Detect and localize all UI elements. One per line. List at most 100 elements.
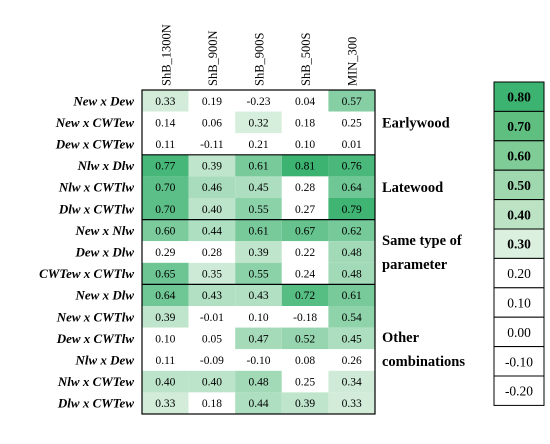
cell-value: 0.06: [202, 117, 222, 129]
heatmap-cell: [235, 349, 282, 371]
column-label: ShB_900S: [253, 32, 267, 86]
cell-value: 0.48: [248, 377, 268, 389]
heatmap-cell: [142, 176, 189, 198]
cell-value: 0.64: [155, 290, 175, 302]
heatmap-cell: [281, 349, 329, 371]
scale-swatch: [493, 257, 545, 289]
heatmap-cell: [142, 133, 189, 155]
heatmap-cell: [281, 219, 329, 242]
heatmap-cell: [142, 284, 189, 306]
cell-value: 0.61: [248, 161, 268, 173]
cell-value: 0.34: [342, 377, 362, 389]
cell-value: 0.43: [248, 290, 268, 302]
cell-value: 0.79: [342, 204, 362, 216]
cell-value: 0.25: [342, 117, 362, 129]
heatmap-cell: [235, 111, 282, 134]
heatmap-cell: [281, 262, 329, 285]
heatmap-cell: [235, 327, 282, 350]
heatmap-cell: [281, 111, 329, 134]
heatmap-cell: [281, 392, 329, 414]
heatmap-cell: [235, 392, 282, 414]
cell-value: 0.48: [342, 247, 362, 259]
scale-label: 0.50: [507, 178, 531, 193]
cell-value: 0.08: [295, 355, 315, 367]
heatmap-cell: [142, 219, 189, 242]
cell-value: 0.57: [342, 96, 362, 108]
heatmap-cell: [235, 306, 282, 328]
scale-label: 0.20: [507, 266, 531, 281]
row-label: CWTew x CWTlw: [39, 266, 134, 281]
heatmap-cell: [328, 241, 375, 263]
cell-value: 0.10: [295, 139, 315, 151]
cell-value: 0.18: [295, 117, 315, 129]
row-label: New x Dlw: [75, 288, 135, 303]
cell-value: 0.21: [248, 139, 268, 151]
row-label: Nlw x CWTew: [57, 374, 134, 389]
heatmap-cell: [281, 198, 329, 220]
heatmap-cell: [142, 198, 189, 220]
cell-value: 0.29: [155, 247, 175, 259]
cell-value: 0.67: [295, 225, 315, 237]
row-label: New x Dew: [72, 93, 134, 108]
cell-value: 0.45: [248, 182, 268, 194]
heatmap-cell: [142, 327, 189, 350]
scale-swatch: [493, 199, 545, 230]
cell-value: 0.24: [295, 269, 315, 281]
cell-value: 0.18: [202, 398, 222, 410]
cell-value: 0.70: [155, 204, 175, 216]
heatmap-cell: [188, 219, 236, 242]
heatmap-cell: [281, 306, 329, 328]
cell-value: -0.23: [247, 96, 271, 108]
group-label: Latewood: [382, 180, 443, 196]
row-label: Nlw x CWTlw: [58, 180, 134, 195]
heatmap-cell: [188, 154, 236, 177]
heatmap-cell: [328, 306, 375, 328]
cell-value: -0.01: [200, 312, 224, 324]
heatmap-cell: [328, 111, 375, 134]
cell-value: -0.18: [293, 312, 317, 324]
heatmap-cell: [142, 262, 189, 285]
heatmap-cell: [188, 349, 236, 371]
cell-value: 0.40: [155, 377, 175, 389]
cell-value: 0.28: [295, 182, 315, 194]
cell-value: 0.54: [342, 312, 362, 324]
cell-value: 0.19: [202, 96, 222, 108]
heatmap-cell: [281, 176, 329, 198]
cell-value: 0.27: [295, 204, 315, 216]
heatmap-cell: [235, 90, 282, 112]
heatmap-cell: [188, 90, 236, 112]
cell-value: 0.64: [342, 182, 362, 194]
heatmap-cell: [281, 133, 329, 155]
column-label: ShB_900N: [206, 30, 220, 86]
cell-value: 0.32: [248, 117, 268, 129]
cell-value: 0.65: [155, 269, 175, 281]
cell-value: 0.04: [295, 96, 315, 108]
heatmap-cell: [235, 241, 282, 263]
cell-value: -0.10: [247, 355, 271, 367]
heatmap-cell: [142, 306, 189, 328]
cell-value: 0.61: [248, 225, 268, 237]
heatmap-cell: [328, 370, 375, 393]
heatmap-cell: [328, 133, 375, 155]
row-label: Dlw x CWTew: [57, 396, 134, 411]
row-label: Nlw x Dew: [75, 353, 135, 368]
heatmap-cell: [281, 154, 329, 177]
heatmap-cell: [328, 90, 375, 112]
heatmap-cell: [188, 327, 236, 350]
heatmap-cell: [188, 262, 236, 285]
column-label: MIN_300: [346, 37, 360, 86]
heatmap-cell: [328, 154, 375, 177]
cell-value: 0.43: [202, 290, 222, 302]
heatmap-cell: [142, 370, 189, 393]
row-label: New x Nlw: [75, 223, 135, 238]
heatmap-cell: [188, 176, 236, 198]
cell-value: 0.44: [248, 398, 268, 410]
scale-swatch: [493, 228, 545, 259]
cell-value: 0.81: [295, 161, 315, 173]
cell-value: 0.61: [342, 290, 362, 302]
scale-swatch: [493, 346, 545, 377]
group-label: Other combinations: [382, 330, 465, 370]
heatmap-cell: [281, 370, 329, 393]
heatmap-cell: [235, 154, 282, 177]
cell-value: 0.11: [155, 355, 175, 367]
